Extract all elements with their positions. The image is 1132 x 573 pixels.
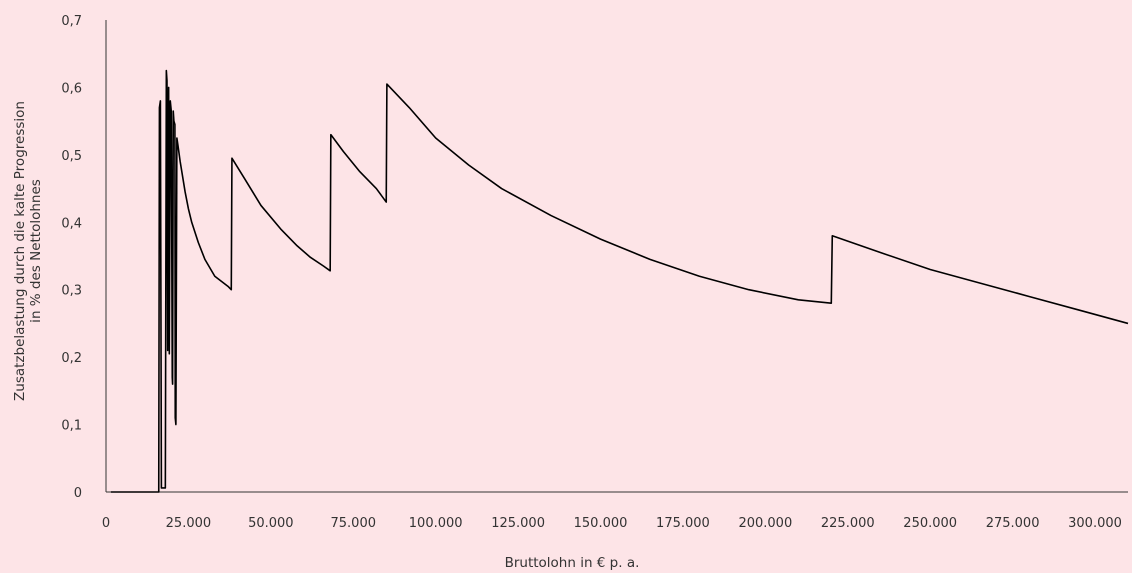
y-axis-title: Zusatzbelastung durch die kalte Progress… — [12, 101, 44, 401]
x-tick-label: 225.000 — [821, 516, 875, 531]
x-tick-label: 275.000 — [986, 516, 1040, 531]
x-tick-label: 75.000 — [331, 516, 377, 531]
x-tick-label: 150.000 — [574, 516, 628, 531]
y-tick-label: 0,4 — [61, 216, 82, 231]
y-axis-title-line2: in % des Nettolohnes — [28, 179, 44, 323]
y-tick-label: 0,6 — [61, 81, 82, 96]
x-tick-labels: 0 25.000 50.000 75.000 100.000 125.000 150.000… — [102, 516, 1122, 531]
y-tick-label: 0 — [74, 486, 82, 501]
x-tick-label: 0 — [102, 516, 110, 531]
y-tick-label: 0,7 — [61, 14, 82, 29]
y-tick-label: 0,5 — [61, 149, 82, 164]
x-axis-title: Bruttolohn in € p. a. — [505, 555, 640, 571]
series-line — [110, 69, 1129, 493]
y-tick-label: 0,1 — [61, 419, 82, 434]
x-tick-label: 100.000 — [409, 516, 463, 531]
x-tick-label: 125.000 — [491, 516, 545, 531]
x-tick-label: 200.000 — [738, 516, 792, 531]
y-tick-labels: 0 0,1 0,2 0,3 0,4 0,5 0,6 0,7 — [61, 14, 82, 501]
y-axis-title-line1: Zusatzbelastung durch die kalte Progress… — [12, 101, 28, 401]
x-tick-label: 300.000 — [1068, 516, 1122, 531]
y-tick-label: 0,2 — [61, 351, 82, 366]
x-tick-label: 25.000 — [166, 516, 212, 531]
x-tick-label: 175.000 — [656, 516, 710, 531]
x-tick-label: 50.000 — [248, 516, 294, 531]
x-tick-label: 250.000 — [903, 516, 957, 531]
y-tick-label: 0,3 — [61, 284, 82, 299]
